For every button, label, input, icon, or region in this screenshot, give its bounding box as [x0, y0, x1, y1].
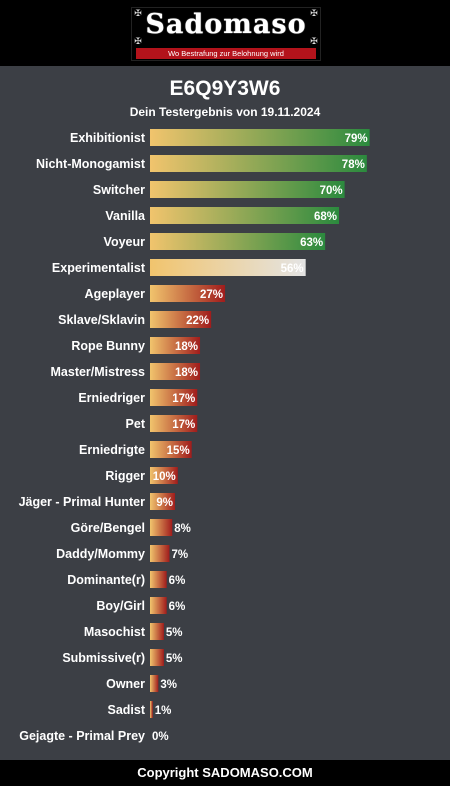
result-bar [150, 285, 226, 302]
category-label: Submissive(r) [62, 651, 145, 665]
header-bar: ✠ ✠ ✠ ✠ Sadomaso Wo Bestrafung zur Beloh… [0, 0, 450, 66]
logo-text: Sadomaso [145, 9, 307, 40]
value-label: 70% [320, 185, 343, 197]
category-label: Experimentalist [52, 261, 146, 275]
category-label: Pet [126, 417, 146, 431]
category-label: Rope Bunny [71, 339, 145, 353]
ornament-icon: ✠ [310, 37, 318, 47]
value-label: 17% [172, 393, 195, 405]
value-label: 78% [342, 159, 365, 171]
category-label: Jäger - Primal Hunter [19, 495, 146, 509]
ornament-icon: ✠ [310, 9, 318, 19]
value-label: 1% [155, 705, 172, 717]
result-bar [150, 597, 167, 614]
value-label: 15% [167, 445, 190, 457]
value-label: 6% [169, 575, 186, 587]
value-label: 18% [175, 367, 198, 379]
result-bar [150, 155, 367, 172]
result-bar [150, 545, 170, 562]
category-label: Sklave/Sklavin [58, 313, 145, 327]
category-label: Nicht-Monogamist [36, 157, 146, 171]
category-label: Exhibitionist [70, 131, 146, 145]
result-bar [150, 233, 326, 250]
value-label: 63% [300, 237, 323, 249]
category-label: Erniedrigte [79, 443, 145, 457]
result-bar [150, 311, 212, 328]
value-label: 5% [166, 627, 183, 639]
category-label: Masochist [84, 625, 146, 639]
result-bar [150, 623, 164, 640]
ornament-icon: ✠ [134, 37, 142, 47]
ornament-icon: ✠ [134, 9, 142, 19]
value-label: 17% [172, 419, 195, 431]
value-label: 56% [281, 263, 304, 275]
category-label: Dominante(r) [67, 573, 145, 587]
value-label: 79% [345, 133, 368, 145]
value-label: 7% [171, 549, 188, 561]
result-subtitle: Dein Testergebnis von 19.11.2024 [129, 105, 321, 119]
value-label: 10% [153, 471, 176, 483]
result-bar [150, 441, 192, 458]
category-label: Switcher [93, 183, 145, 197]
category-label: Ageplayer [85, 287, 146, 301]
result-bar-chart: Exhibitionist 79% Nicht-Monogamist 78% Switc… [19, 129, 370, 743]
category-label: Göre/Bengel [71, 521, 145, 535]
value-label: 8% [174, 523, 191, 535]
value-label: 18% [175, 341, 198, 353]
value-label: 68% [314, 211, 337, 223]
category-label: Voyeur [104, 235, 146, 249]
result-bar [150, 389, 198, 406]
category-label: Owner [106, 677, 145, 691]
result-title: E6Q9Y3W6 [169, 77, 281, 100]
category-label: Erniedriger [78, 391, 145, 405]
value-label: 3% [160, 679, 177, 691]
result-bar [150, 701, 153, 718]
category-label: Sadist [107, 703, 145, 717]
result-bar [150, 181, 345, 198]
value-label: 9% [156, 497, 173, 509]
result-bar [150, 571, 167, 588]
result-bar [150, 363, 201, 380]
value-label: 5% [166, 653, 183, 665]
value-label: 27% [200, 289, 223, 301]
result-bar [150, 493, 176, 510]
category-label: Rigger [105, 469, 145, 483]
category-label: Boy/Girl [96, 599, 145, 613]
result-bar [150, 519, 173, 536]
result-bar [150, 415, 198, 432]
footer-copyright: Copyright SADOMASO.COM [0, 760, 450, 786]
logo-tagline: Wo Bestrafung zur Belohnung wird [136, 48, 316, 59]
category-label: Daddy/Mommy [56, 547, 145, 561]
category-label: Vanilla [105, 209, 146, 223]
category-label: Master/Mistress [51, 365, 146, 379]
result-bar [150, 259, 306, 276]
result-bar [150, 675, 159, 692]
value-label: 0% [152, 731, 169, 743]
site-logo[interactable]: ✠ ✠ ✠ ✠ Sadomaso Wo Bestrafung zur Beloh… [131, 7, 321, 61]
value-label: 22% [186, 315, 209, 327]
result-bar [150, 337, 201, 354]
value-label: 6% [169, 601, 186, 613]
result-bar [150, 467, 178, 484]
result-bar [150, 207, 340, 224]
result-bar [150, 129, 370, 146]
result-bar [150, 649, 164, 666]
category-label: Gejagte - Primal Prey [19, 729, 145, 743]
